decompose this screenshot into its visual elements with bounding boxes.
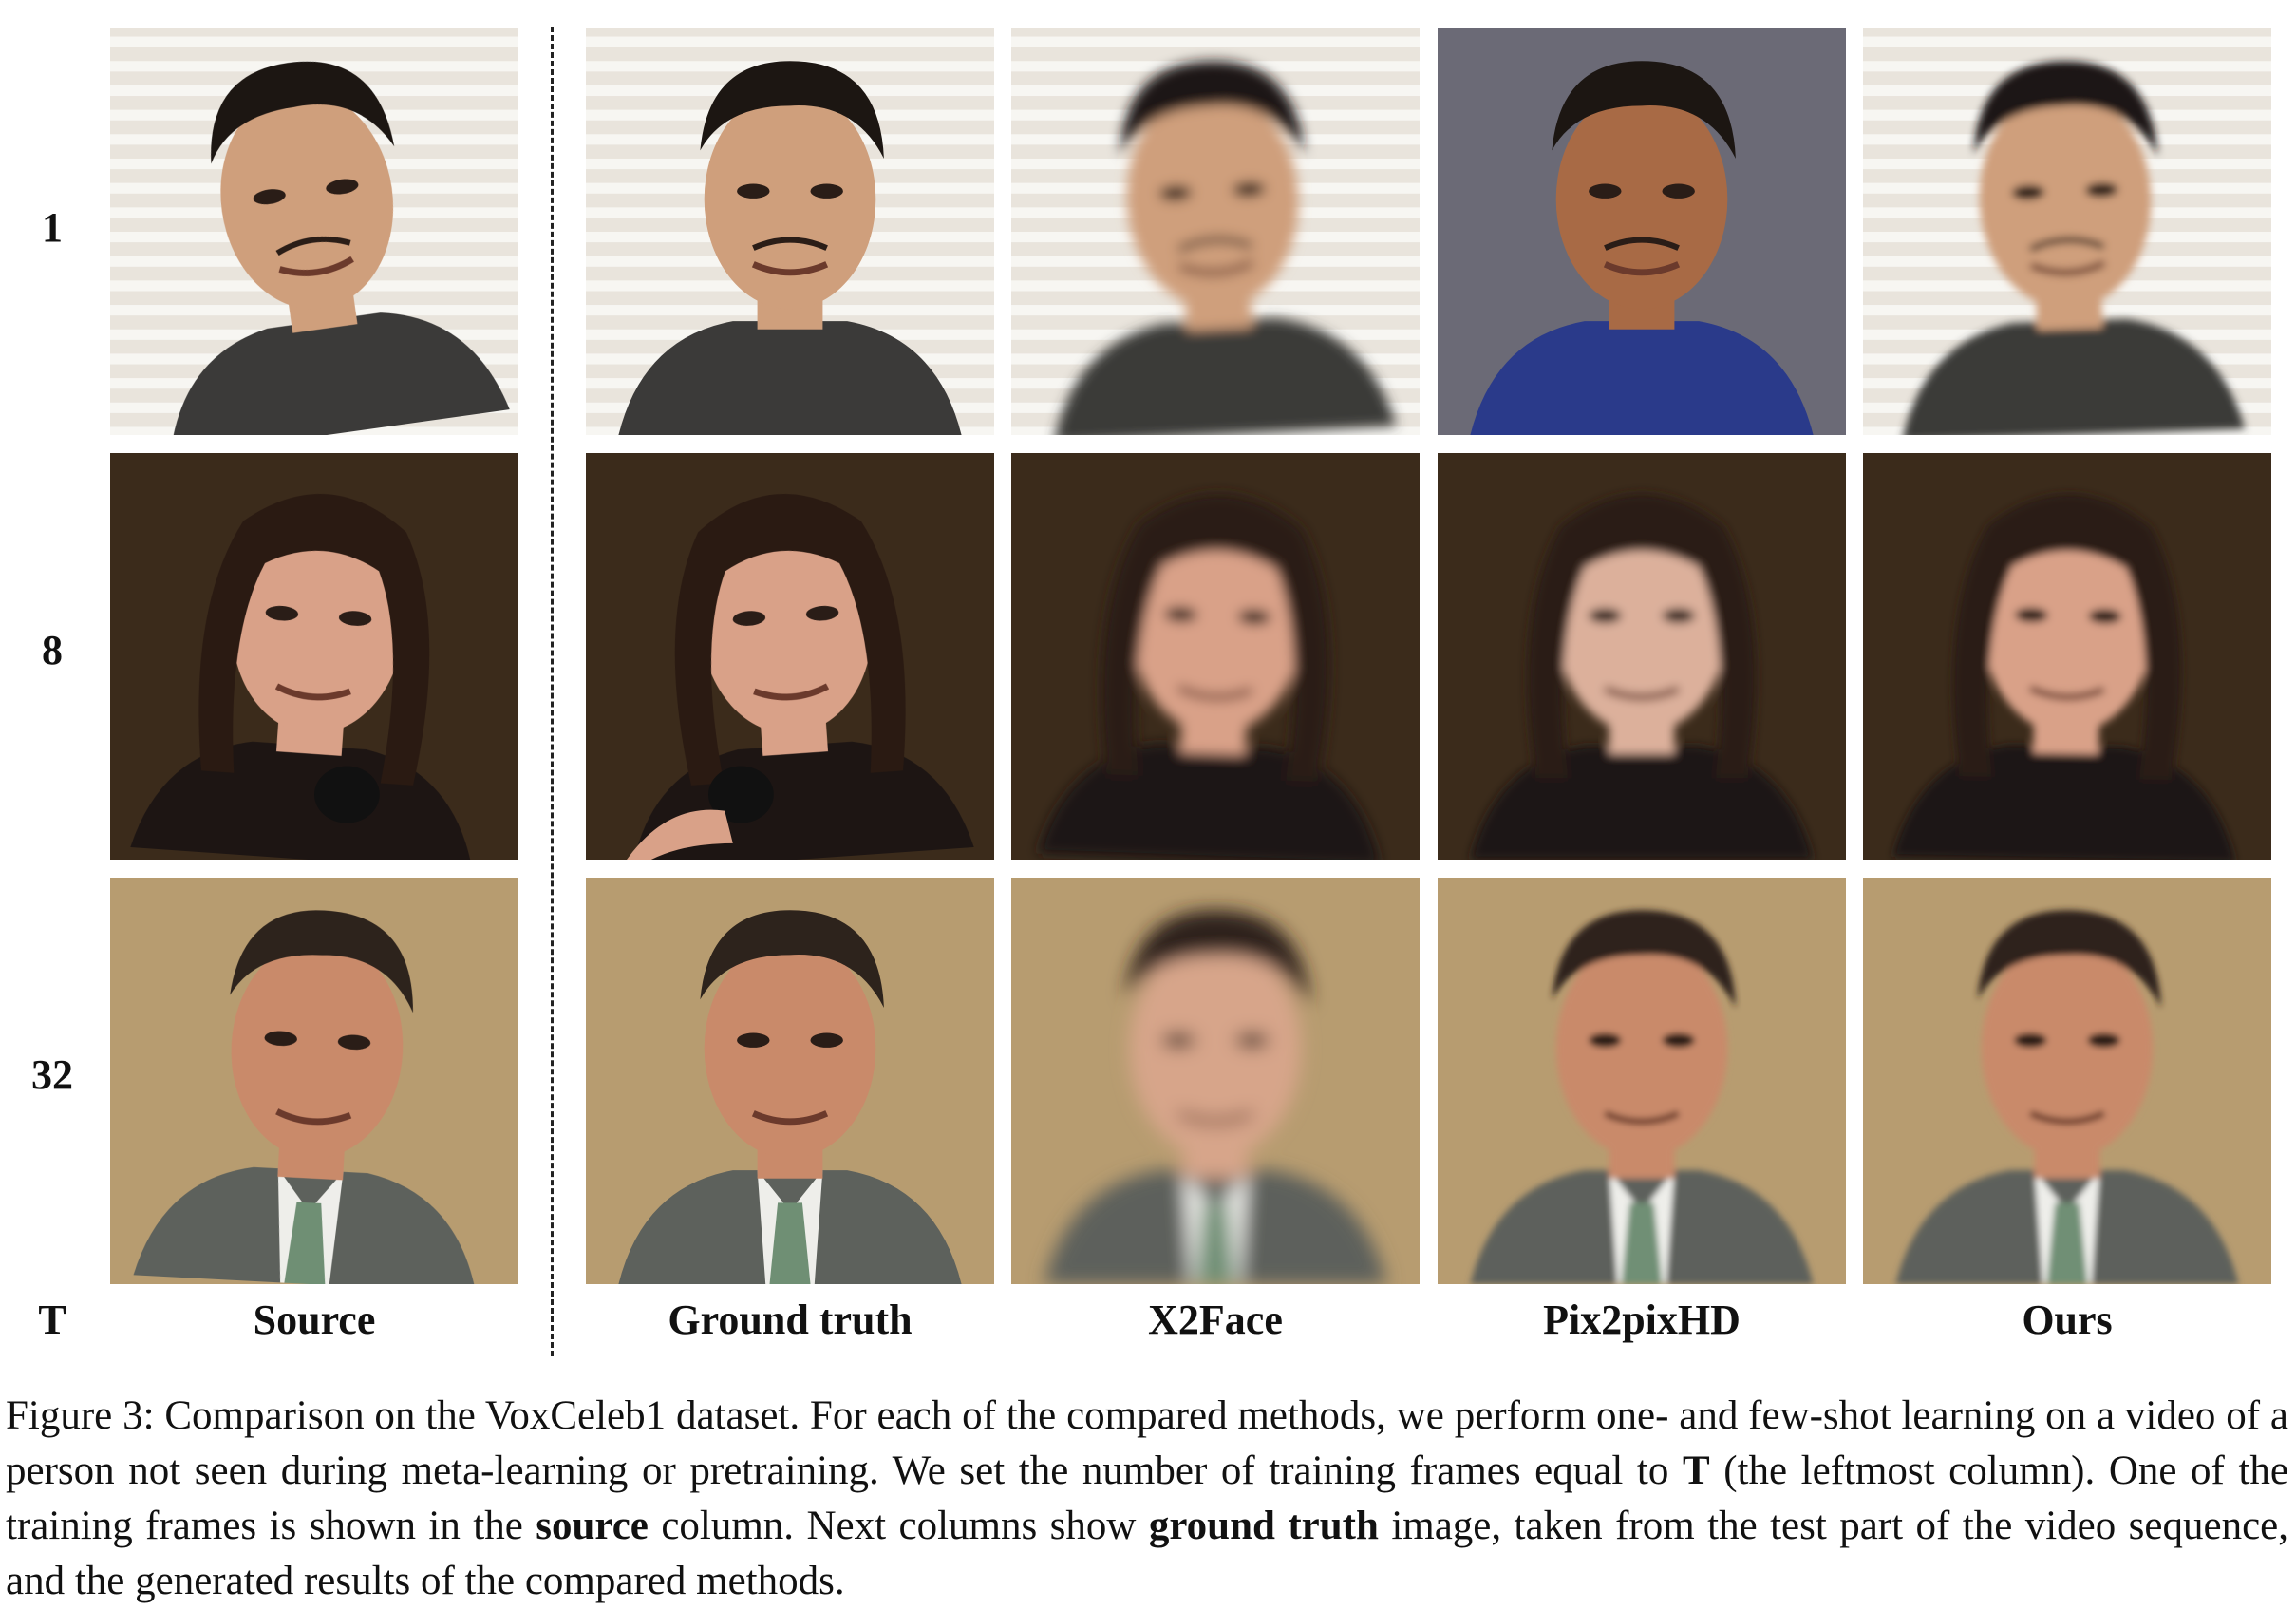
source-divider [551,27,554,1356]
column-label-ground-truth: Ground truth [668,1297,913,1343]
photo-pix2pixhd-row-2 [1438,453,1846,860]
photo-source-row-1 [110,28,518,435]
photo-x2face-row-3 [1011,878,1420,1284]
column-label-pix2pixhd: Pix2pixHD [1543,1297,1741,1343]
photo-x2face-row-1 [1011,28,1420,435]
caption-bold-ground-truth: ground truth [1148,1504,1379,1548]
axis-label-t: T [38,1297,66,1343]
column-label-x2face: X2Face [1148,1297,1283,1343]
photo-source-row-3 [110,878,518,1284]
photo-source-row-2 [110,453,518,860]
caption-text-1: Figure 3: Comparison on the VoxCeleb1 da… [6,1393,2288,1493]
figure-caption: Figure 3: Comparison on the VoxCeleb1 da… [6,1389,2288,1609]
comparison-figure: 1 8 32 T Source Ground truth X2Face Pix2… [31,27,2271,1356]
photo-ground-truth-row-3 [586,878,994,1284]
row-label-t1: 1 [42,204,63,251]
photo-pix2pixhd-row-3 [1438,878,1846,1284]
caption-bold-t: T [1682,1448,1710,1493]
column-label-source: Source [253,1297,376,1343]
column-label-ours: Ours [2022,1297,2113,1343]
photo-ours-row-1 [1863,28,2271,435]
caption-text-2: (the leftmost column). One of the traini… [6,1448,2288,1548]
photo-ground-truth-row-1 [586,28,994,435]
photo-ours-row-2 [1863,453,2271,860]
photo-ours-row-3 [1863,878,2271,1284]
photo-pix2pixhd-row-1 [1438,28,1846,435]
photo-ground-truth-row-2 [586,453,994,860]
caption-text-3: column. Next columns show [648,1504,1149,1548]
row-label-t8: 8 [42,627,63,673]
photo-x2face-row-2 [1011,453,1420,860]
caption-bold-source: source [536,1504,649,1548]
row-label-t32: 32 [31,1051,73,1098]
